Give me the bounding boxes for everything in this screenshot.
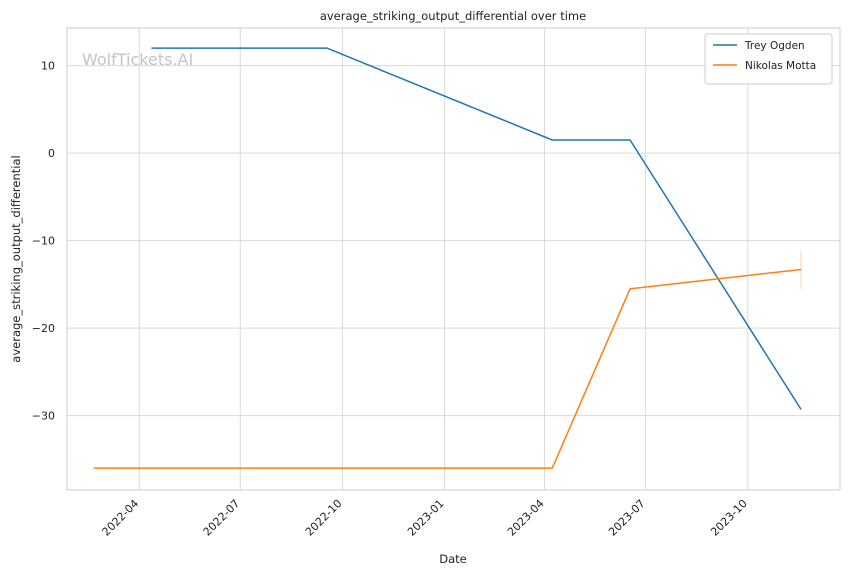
x-tick-label: 2023-04 — [505, 497, 547, 539]
x-tick-label: 2022-04 — [100, 497, 142, 539]
y-axis-ticks: 10 0 −10 −20 −30 — [32, 60, 55, 423]
y-tick-label: −20 — [32, 322, 55, 335]
x-axis-ticks: 2022-04 2022-07 2022-10 2023-01 2023-04 2023-… — [100, 497, 750, 539]
legend-label: Nikolas Motta — [745, 60, 816, 72]
y-tick-label: 10 — [41, 60, 55, 73]
series-line-0 — [151, 47, 802, 410]
x-tick-label: 2023-07 — [606, 497, 648, 539]
chart-title: average_striking_output_differential ove… — [320, 9, 586, 23]
legend: Trey Ogden Nikolas Motta — [704, 33, 833, 85]
y-tick-label: −10 — [32, 235, 55, 248]
watermark: WolfTickets.AI — [82, 50, 193, 69]
y-tick-label: 0 — [48, 147, 55, 160]
y-tick-label: −30 — [32, 410, 55, 423]
series-line-1 — [93, 268, 802, 469]
grid — [67, 28, 840, 490]
x-tick-label: 2023-10 — [708, 497, 750, 539]
x-tick-label: 2022-10 — [303, 497, 345, 539]
y-axis-label: average_striking_output_differential — [9, 155, 23, 362]
x-tick-label: 2022-07 — [201, 497, 243, 539]
x-axis-label: Date — [439, 552, 467, 566]
x-tick-label: 2023-01 — [405, 497, 447, 539]
legend-label: Trey Ogden — [744, 40, 805, 52]
plot-frame — [66, 27, 841, 491]
legend-box — [704, 33, 833, 85]
series-layer — [93, 47, 802, 469]
